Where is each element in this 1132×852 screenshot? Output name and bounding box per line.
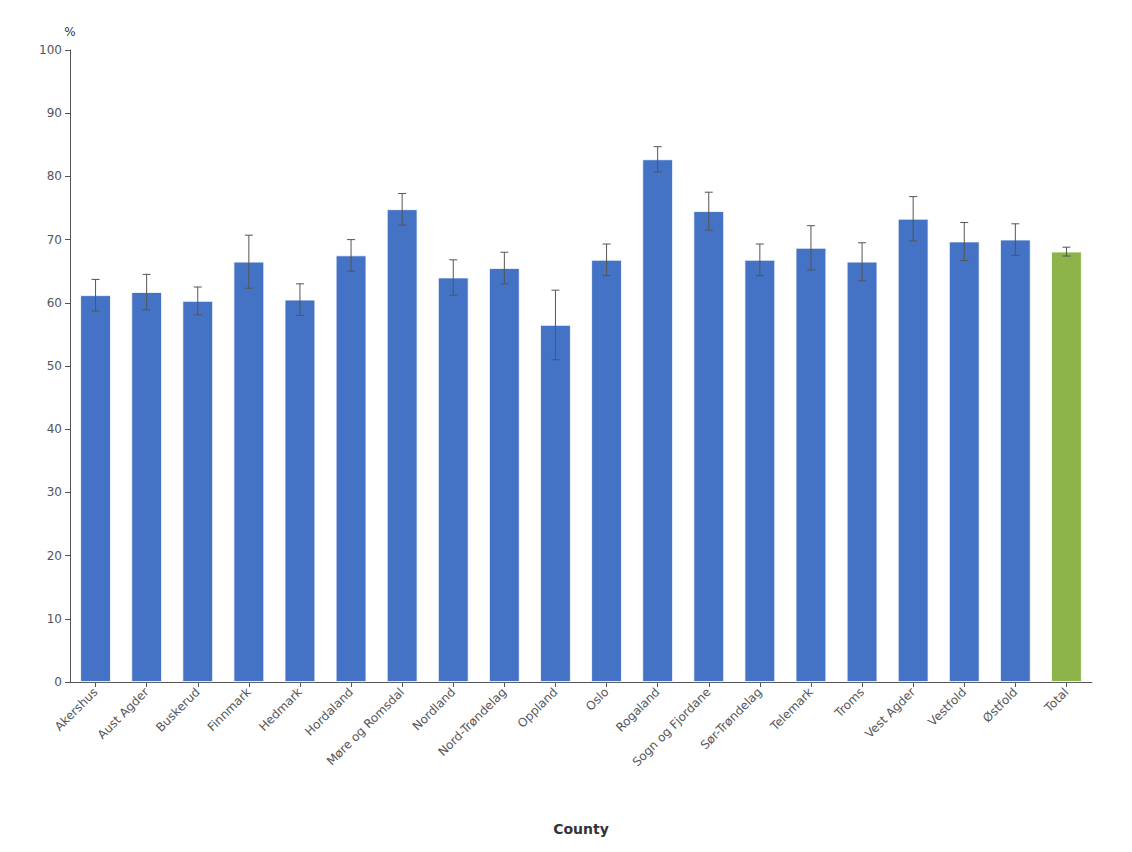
svg-text:Nord-Trøndelag: Nord-Trøndelag — [435, 685, 509, 759]
svg-text:Troms: Troms — [831, 685, 867, 721]
svg-text:40: 40 — [47, 422, 62, 436]
svg-text:%: % — [64, 25, 75, 39]
svg-text:Sør-Trøndelag: Sør-Trøndelag — [698, 685, 765, 752]
svg-text:Finnmark: Finnmark — [205, 685, 254, 734]
svg-text:Østfold: Østfold — [980, 685, 1020, 725]
svg-text:100: 100 — [39, 43, 62, 57]
svg-text:Vest Agder: Vest Agder — [862, 685, 918, 741]
svg-text:Telemark: Telemark — [767, 685, 816, 734]
svg-text:Hordaland: Hordaland — [302, 685, 356, 739]
svg-text:Aust Agder: Aust Agder — [95, 685, 152, 742]
svg-text:Oppland: Oppland — [515, 685, 561, 731]
svg-text:0: 0 — [54, 675, 62, 689]
svg-text:Nordland: Nordland — [410, 685, 458, 733]
svg-text:Oslo: Oslo — [583, 685, 612, 714]
svg-text:Sogn og Fjordane: Sogn og Fjordane — [630, 685, 714, 769]
svg-text:Total: Total — [1041, 685, 1071, 715]
svg-text:90: 90 — [47, 106, 62, 120]
svg-text:80: 80 — [47, 169, 62, 183]
svg-text:Vestfold: Vestfold — [925, 685, 969, 729]
svg-text:Buskerud: Buskerud — [153, 685, 203, 735]
svg-text:50: 50 — [47, 359, 62, 373]
svg-text:20: 20 — [47, 549, 62, 563]
svg-text:30: 30 — [47, 485, 62, 499]
svg-text:60: 60 — [47, 296, 62, 310]
svg-text:Akershus: Akershus — [52, 685, 101, 734]
svg-text:Rogaland: Rogaland — [613, 685, 662, 734]
svg-text:County: County — [553, 821, 609, 837]
svg-text:Møre og Romsdal: Møre og Romsdal — [324, 685, 407, 768]
svg-text:70: 70 — [47, 233, 62, 247]
svg-text:Hedmark: Hedmark — [256, 685, 305, 734]
svg-text:10: 10 — [47, 612, 62, 626]
